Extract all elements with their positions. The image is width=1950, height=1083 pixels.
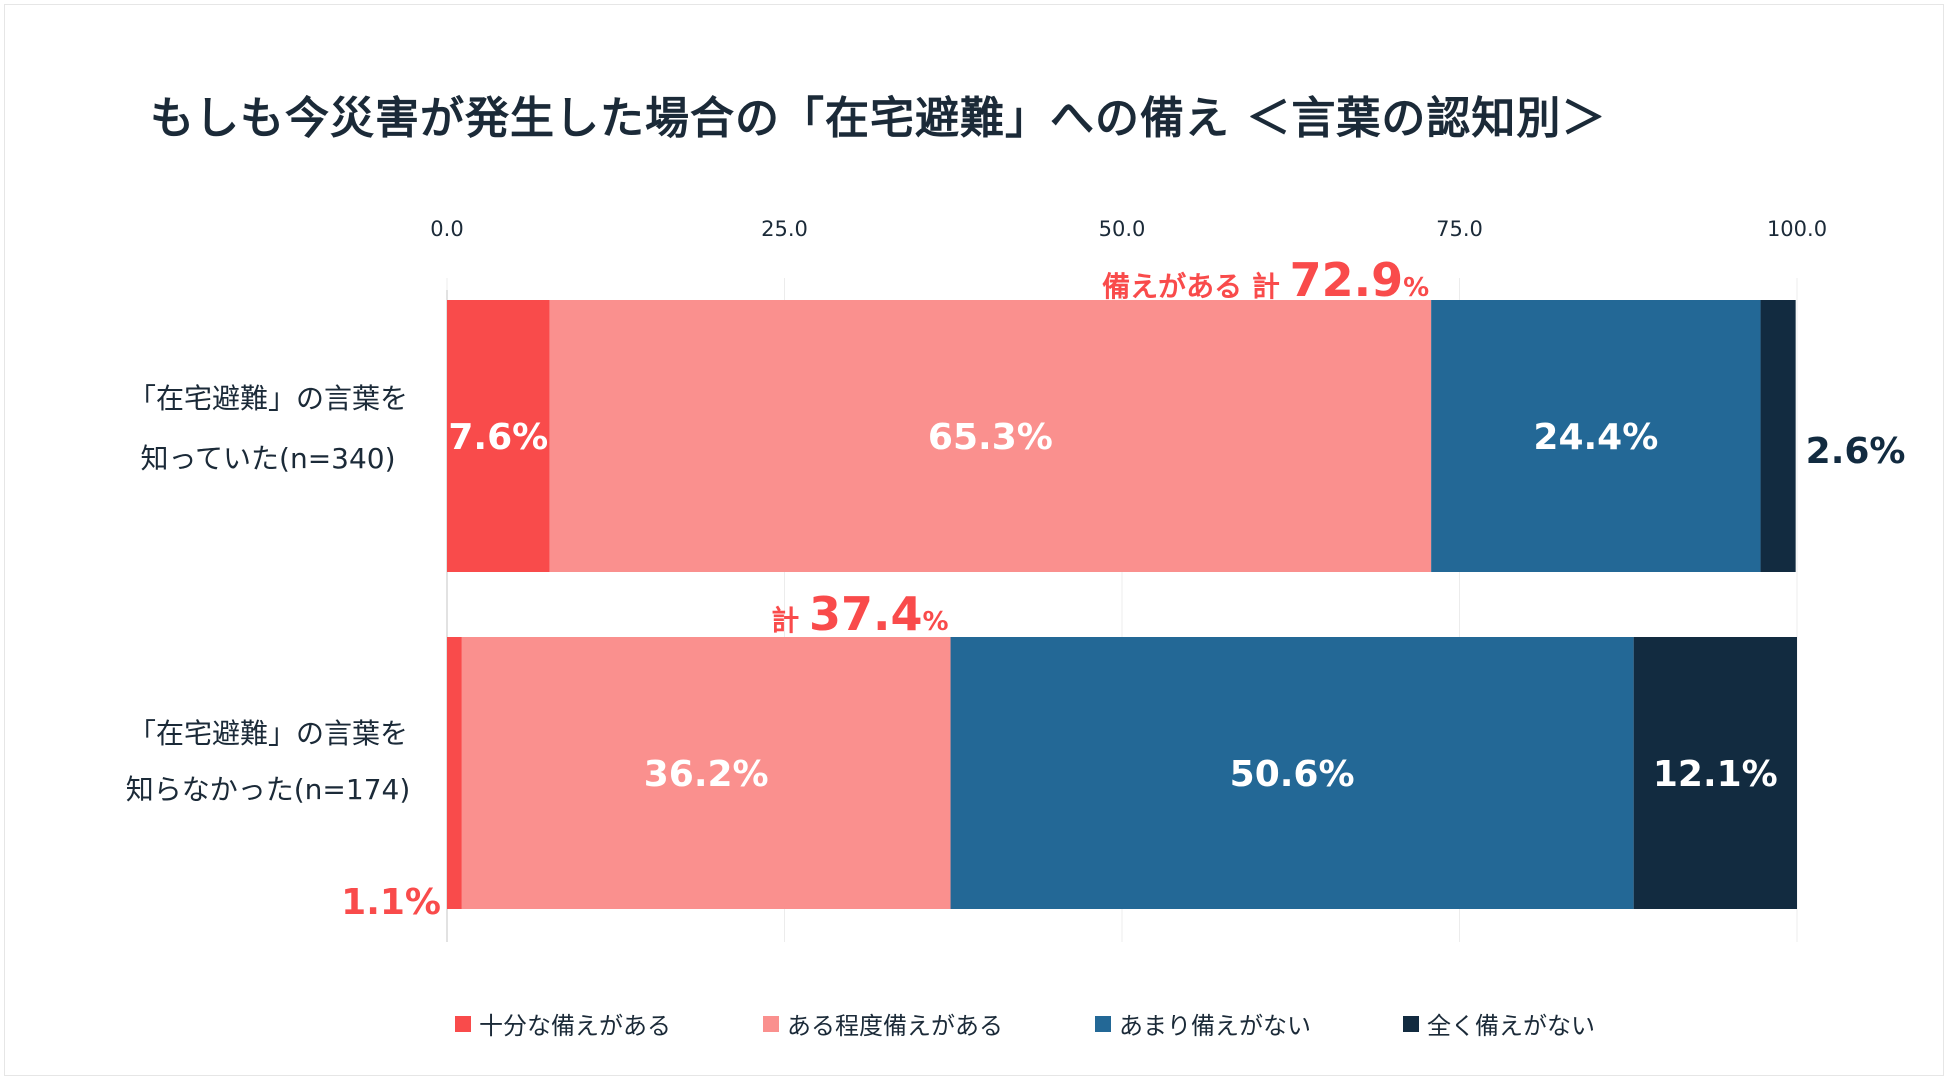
x-tick-label: 75.0 bbox=[1436, 217, 1483, 241]
total-annotation-unit: % bbox=[1403, 273, 1429, 303]
data-label: 24.4% bbox=[1533, 417, 1658, 458]
total-annotation-value: 37.4 bbox=[809, 587, 923, 641]
total-annotation-prefix: 備えがある 計 bbox=[1102, 270, 1290, 303]
legend-item: 十分な備えがある bbox=[455, 1006, 671, 1041]
data-label: 50.6% bbox=[1230, 754, 1355, 795]
legend-swatch bbox=[1403, 1015, 1419, 1032]
chart-title: もしも今災害が発生した場合の「在宅避難」への備え ＜言葉の認知別＞ bbox=[150, 93, 1607, 144]
data-label: 7.6% bbox=[448, 417, 548, 458]
legend-label: ある程度備えがある bbox=[787, 1012, 1003, 1040]
data-label: 2.6% bbox=[1806, 431, 1906, 472]
total-annotation-prefix: 計 bbox=[771, 604, 809, 637]
legend-swatch bbox=[763, 1015, 779, 1032]
chart-frame bbox=[4, 4, 1944, 1076]
bar-segment bbox=[549, 300, 1432, 572]
data-label: 12.1% bbox=[1653, 754, 1778, 795]
legend-item: ある程度備えがある bbox=[763, 1006, 1003, 1041]
bar-segment bbox=[1633, 637, 1797, 909]
bar-segment bbox=[950, 637, 1634, 909]
category-label: 「在宅避難」の言葉を bbox=[128, 717, 408, 750]
stacked-bar-chart: 0.0 25.0 50.0 75.0 100.0 「在宅避難」の言葉を知っていた(n=34… bbox=[126, 217, 1906, 942]
x-tick-label: 100.0 bbox=[1767, 217, 1827, 241]
data-label: 65.3% bbox=[928, 417, 1053, 458]
legend-item: 全く備えがない bbox=[1403, 1006, 1595, 1041]
bar-segment bbox=[1431, 300, 1761, 572]
total-annotation: 備えがある 計 72.9% bbox=[1102, 253, 1429, 307]
x-tick-label: 25.0 bbox=[761, 217, 808, 241]
legend-label: 十分な備えがある bbox=[479, 1012, 671, 1040]
bar-segment bbox=[1760, 300, 1796, 572]
chart-legend: 十分な備えがある ある程度備えがある あまり備えがない 全く備えがない bbox=[0, 1002, 1950, 1042]
legend-label: 全く備えがない bbox=[1427, 1012, 1595, 1040]
bar-segment bbox=[461, 637, 951, 909]
x-tick-label: 0.0 bbox=[430, 217, 463, 241]
total-annotation-value: 72.9 bbox=[1290, 253, 1404, 307]
bar-segment bbox=[447, 300, 550, 572]
legend-swatch bbox=[455, 1015, 471, 1032]
total-annotation-unit: % bbox=[922, 607, 948, 637]
category-label: 知っていた(n=340) bbox=[140, 442, 395, 475]
legend-item: あまり備えがない bbox=[1095, 1006, 1311, 1041]
data-label: 36.2% bbox=[644, 754, 769, 795]
data-label: 1.1% bbox=[341, 882, 441, 923]
legend-label: あまり備えがない bbox=[1119, 1012, 1311, 1040]
total-annotation: 計 37.4% bbox=[771, 587, 948, 641]
category-label: 「在宅避難」の言葉を bbox=[128, 382, 408, 415]
legend-swatch bbox=[1095, 1015, 1111, 1032]
bar-segment bbox=[447, 637, 462, 909]
category-label: 知らなかった(n=174) bbox=[126, 773, 411, 806]
x-tick-label: 50.0 bbox=[1099, 217, 1146, 241]
